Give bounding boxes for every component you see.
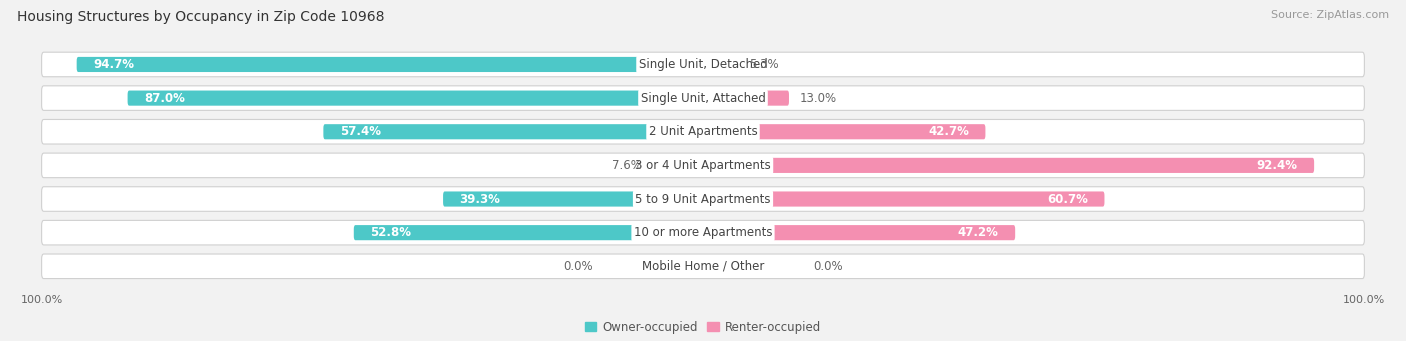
Text: Single Unit, Detached: Single Unit, Detached [638, 58, 768, 71]
FancyBboxPatch shape [42, 254, 1364, 279]
Text: 0.0%: 0.0% [813, 260, 842, 273]
FancyBboxPatch shape [703, 91, 789, 106]
Text: 7.6%: 7.6% [612, 159, 641, 172]
FancyBboxPatch shape [323, 124, 703, 139]
Text: 57.4%: 57.4% [340, 125, 381, 138]
Text: 5.3%: 5.3% [749, 58, 779, 71]
FancyBboxPatch shape [77, 57, 703, 72]
Text: Source: ZipAtlas.com: Source: ZipAtlas.com [1271, 10, 1389, 20]
Text: 60.7%: 60.7% [1047, 193, 1088, 206]
Text: 52.8%: 52.8% [370, 226, 412, 239]
FancyBboxPatch shape [703, 158, 1315, 173]
Text: 92.4%: 92.4% [1257, 159, 1298, 172]
Text: Mobile Home / Other: Mobile Home / Other [641, 260, 765, 273]
Text: 42.7%: 42.7% [928, 125, 969, 138]
Legend: Owner-occupied, Renter-occupied: Owner-occupied, Renter-occupied [579, 316, 827, 339]
Text: 5 to 9 Unit Apartments: 5 to 9 Unit Apartments [636, 193, 770, 206]
Text: 87.0%: 87.0% [145, 92, 186, 105]
Text: 47.2%: 47.2% [957, 226, 998, 239]
FancyBboxPatch shape [128, 91, 703, 106]
Text: 10 or more Apartments: 10 or more Apartments [634, 226, 772, 239]
Text: 2 Unit Apartments: 2 Unit Apartments [648, 125, 758, 138]
FancyBboxPatch shape [443, 191, 703, 207]
FancyBboxPatch shape [42, 119, 1364, 144]
Text: 0.0%: 0.0% [564, 260, 593, 273]
Text: 39.3%: 39.3% [460, 193, 501, 206]
FancyBboxPatch shape [354, 225, 703, 240]
FancyBboxPatch shape [42, 52, 1364, 77]
FancyBboxPatch shape [42, 220, 1364, 245]
Text: 3 or 4 Unit Apartments: 3 or 4 Unit Apartments [636, 159, 770, 172]
Text: Single Unit, Attached: Single Unit, Attached [641, 92, 765, 105]
Text: Housing Structures by Occupancy in Zip Code 10968: Housing Structures by Occupancy in Zip C… [17, 10, 384, 24]
FancyBboxPatch shape [703, 191, 1105, 207]
Text: 13.0%: 13.0% [800, 92, 837, 105]
FancyBboxPatch shape [703, 225, 1015, 240]
FancyBboxPatch shape [703, 124, 986, 139]
FancyBboxPatch shape [703, 57, 738, 72]
Text: 94.7%: 94.7% [93, 58, 134, 71]
FancyBboxPatch shape [652, 158, 703, 173]
FancyBboxPatch shape [42, 153, 1364, 178]
FancyBboxPatch shape [42, 86, 1364, 110]
FancyBboxPatch shape [42, 187, 1364, 211]
